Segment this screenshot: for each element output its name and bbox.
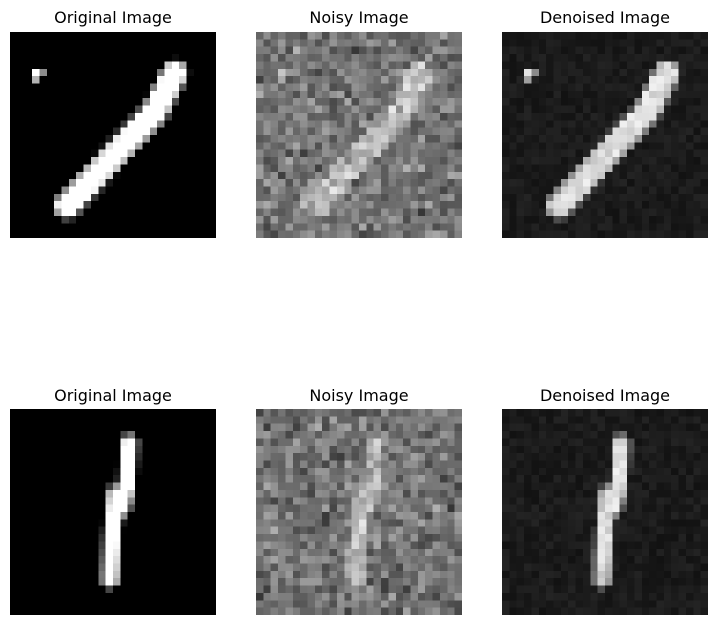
panel-title-noisy-2: Noisy Image bbox=[309, 386, 409, 405]
denoised-image-1 bbox=[502, 32, 708, 238]
panel-title-denoised-1: Denoised Image bbox=[539, 8, 671, 27]
noisy-image-2 bbox=[256, 409, 462, 615]
original-image-2 bbox=[10, 409, 216, 615]
panel-title-noisy-1: Noisy Image bbox=[309, 8, 409, 27]
denoised-image-2 bbox=[502, 409, 708, 615]
noisy-image-1 bbox=[256, 32, 462, 238]
panel-title-denoised-2: Denoised Image bbox=[539, 386, 671, 405]
panel-title-original-1: Original Image bbox=[54, 8, 172, 27]
original-image-1 bbox=[10, 32, 216, 238]
panel-title-original-2: Original Image bbox=[54, 386, 172, 405]
